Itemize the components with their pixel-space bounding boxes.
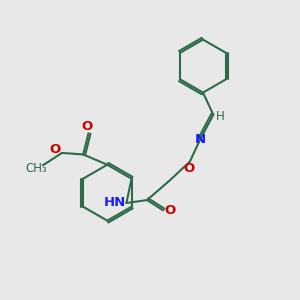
Text: O: O xyxy=(81,120,93,133)
Text: O: O xyxy=(184,162,195,175)
Text: CH₃: CH₃ xyxy=(26,162,47,175)
Text: O: O xyxy=(164,204,176,217)
Text: O: O xyxy=(50,143,61,156)
Text: HN: HN xyxy=(104,196,126,209)
Text: H: H xyxy=(215,110,224,123)
Text: N: N xyxy=(194,133,206,146)
